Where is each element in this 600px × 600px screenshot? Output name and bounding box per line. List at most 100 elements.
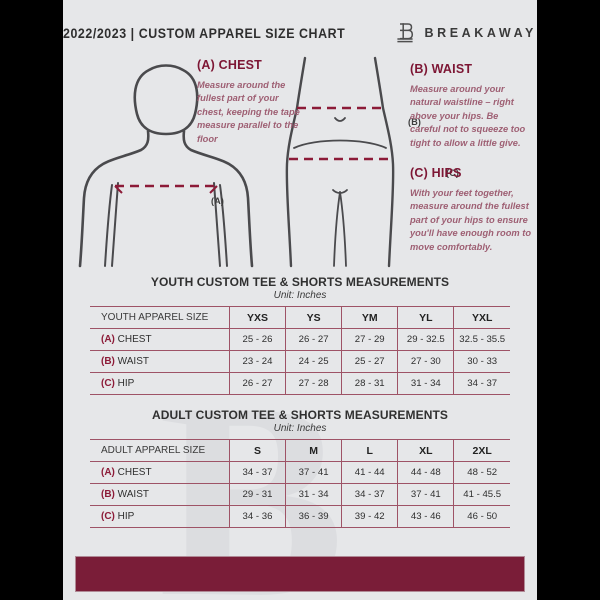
youth-r2-c0: 26 - 27 (228, 372, 286, 395)
row-tag: (B) (101, 356, 115, 367)
adult-size-table-section: ADULT CUSTOM TEE & SHORTS MEASUREMENTS U… (90, 408, 510, 528)
guide-chest-title: (A) CHEST (197, 58, 262, 72)
adult-r2-c4: 46 - 50 (453, 505, 510, 528)
adult-r2-c3: 43 - 46 (397, 505, 454, 528)
adult-r1-c4: 41 - 45.5 (453, 483, 510, 506)
youth-size-col-4: YXL (453, 306, 510, 329)
row-name: WAIST (117, 356, 149, 367)
youth-r0-c0: 25 - 26 (228, 328, 286, 351)
youth-r2-c2: 28 - 31 (341, 372, 398, 395)
adult-r1-c2: 34 - 37 (341, 483, 398, 506)
row-name: HIP (117, 378, 135, 389)
adult-row-0-label: (A) CHEST (90, 461, 230, 484)
youth-r2-c4: 34 - 37 (453, 372, 510, 395)
table-row: (C) HIP 26 - 27 27 - 28 28 - 31 31 - 34 … (90, 372, 510, 395)
row-tag: (B) (101, 489, 115, 500)
adult-size-col-4: 2XL (453, 439, 510, 462)
row-tag: (C) (101, 511, 115, 522)
adult-r2-c0: 34 - 36 (228, 505, 286, 528)
adult-r0-c3: 44 - 48 (397, 461, 454, 484)
guide-hips-title: (C) HIPS (410, 166, 462, 180)
table-header-row: ADULT APPAREL SIZE S M L XL 2XL (90, 439, 510, 462)
youth-header-label: YOUTH APPAREL SIZE (90, 306, 230, 329)
footer-band (75, 556, 525, 592)
youth-size-col-2: YM (341, 306, 398, 329)
table-header-row: YOUTH APPAREL SIZE YXS YS YM YL YXL (90, 306, 510, 329)
guide-waist-body: Measure around your natural waistline – … (410, 84, 526, 148)
youth-row-1-label: (B) WAIST (90, 350, 230, 373)
row-tag: (C) (101, 378, 115, 389)
adult-size-col-1: M (285, 439, 342, 462)
lower-body-outline-icon (275, 52, 405, 270)
chest-measure-label: (A) (211, 196, 225, 206)
adult-r0-c1: 37 - 41 (285, 461, 342, 484)
adult-r1-c1: 31 - 34 (285, 483, 342, 506)
youth-size-col-3: YL (397, 306, 454, 329)
youth-table-body: YOUTH APPAREL SIZE YXS YS YM YL YXL (A) … (90, 306, 510, 395)
youth-size-col-1: YS (285, 306, 342, 329)
row-name: WAIST (117, 489, 149, 500)
guide-hips: (C) HIPS With your feet together, measur… (410, 166, 532, 254)
youth-table-unit: Unit: Inches (273, 290, 327, 301)
adult-size-col-0: S (228, 439, 286, 462)
guide-waist: (B) WAIST Measure around your natural wa… (410, 62, 530, 150)
youth-r1-c3: 27 - 30 (397, 350, 454, 373)
guide-chest-body: Measure around the fullest part of your … (197, 80, 300, 144)
brand-name: BREAKAWAY (424, 26, 537, 40)
chest-measure-line (114, 184, 218, 194)
table-row: (B) WAIST 29 - 31 31 - 34 34 - 37 37 - 4… (90, 483, 510, 506)
size-chart-page: B 2022/2023 | CUSTOM APPAREL SIZE CHART … (63, 0, 537, 600)
upper-body-outline-icon (71, 52, 261, 270)
youth-r1-c0: 23 - 24 (228, 350, 286, 373)
guide-hips-body: With your feet together, measure around … (410, 188, 532, 252)
waist-measure-label: (B) (408, 117, 422, 127)
adult-row-1-label: (B) WAIST (90, 483, 230, 506)
row-name: HIP (117, 511, 135, 522)
adult-r1-c3: 37 - 41 (397, 483, 454, 506)
adult-r0-c2: 41 - 44 (341, 461, 398, 484)
youth-size-col-0: YXS (228, 306, 286, 329)
page-header: 2022/2023 | CUSTOM APPAREL SIZE CHART BR… (63, 16, 537, 50)
youth-table-title: YOUTH CUSTOM TEE & SHORTS MEASUREMENTS (150, 275, 450, 289)
row-tag: (A) (101, 467, 115, 478)
adult-r0-c0: 34 - 37 (228, 461, 286, 484)
youth-size-table: YOUTH APPAREL SIZE YXS YS YM YL YXL (A) … (90, 306, 510, 395)
adult-size-col-2: L (341, 439, 398, 462)
row-tag: (A) (101, 334, 115, 345)
guide-waist-title: (B) WAIST (410, 62, 473, 76)
table-row: (A) CHEST 34 - 37 37 - 41 41 - 44 44 - 4… (90, 461, 510, 484)
adult-row-2-label: (C) HIP (90, 505, 230, 528)
adult-table-unit: Unit: Inches (273, 423, 327, 434)
table-row: (C) HIP 34 - 36 36 - 39 39 - 42 43 - 46 … (90, 505, 510, 528)
guide-chest: (A) CHEST Measure around the fullest par… (197, 58, 307, 146)
youth-r0-c3: 29 - 32.5 (397, 328, 454, 351)
row-name: CHEST (117, 334, 152, 345)
adult-size-table: ADULT APPAREL SIZE S M L XL 2XL (A) CHES… (90, 439, 510, 528)
youth-r1-c1: 24 - 25 (285, 350, 342, 373)
youth-r2-c1: 27 - 28 (285, 372, 342, 395)
adult-r2-c2: 39 - 42 (341, 505, 398, 528)
youth-r2-c3: 31 - 34 (397, 372, 454, 395)
measurement-illustrations: (A) (B) (C) (A) CHEST Measure around the… (63, 50, 537, 272)
adult-r0-c4: 48 - 52 (453, 461, 510, 484)
youth-size-table-section: YOUTH CUSTOM TEE & SHORTS MEASUREMENTS U… (90, 275, 510, 395)
adult-r1-c0: 29 - 31 (228, 483, 286, 506)
youth-r0-c1: 26 - 27 (285, 328, 342, 351)
row-name: CHEST (117, 467, 152, 478)
youth-r0-c2: 27 - 29 (341, 328, 398, 351)
table-row: (A) CHEST 25 - 26 26 - 27 27 - 29 29 - 3… (90, 328, 510, 351)
youth-row-0-label: (A) CHEST (90, 328, 230, 351)
youth-r0-c4: 32.5 - 35.5 (453, 328, 510, 351)
adult-r2-c1: 36 - 39 (285, 505, 342, 528)
header-title: 2022/2023 | CUSTOM APPAREL SIZE CHART (63, 25, 346, 41)
adult-table-title: ADULT CUSTOM TEE & SHORTS MEASUREMENTS (151, 408, 449, 422)
table-row: (B) WAIST 23 - 24 24 - 25 25 - 27 27 - 3… (90, 350, 510, 373)
youth-row-2-label: (C) HIP (90, 372, 230, 395)
adult-header-label: ADULT APPAREL SIZE (90, 439, 230, 462)
adult-size-col-3: XL (397, 439, 454, 462)
breakaway-b-monogram-icon (395, 21, 415, 45)
hips-measure-label: (C) (446, 168, 460, 178)
adult-table-body: ADULT APPAREL SIZE S M L XL 2XL (A) CHES… (90, 439, 510, 528)
youth-r1-c2: 25 - 27 (341, 350, 398, 373)
